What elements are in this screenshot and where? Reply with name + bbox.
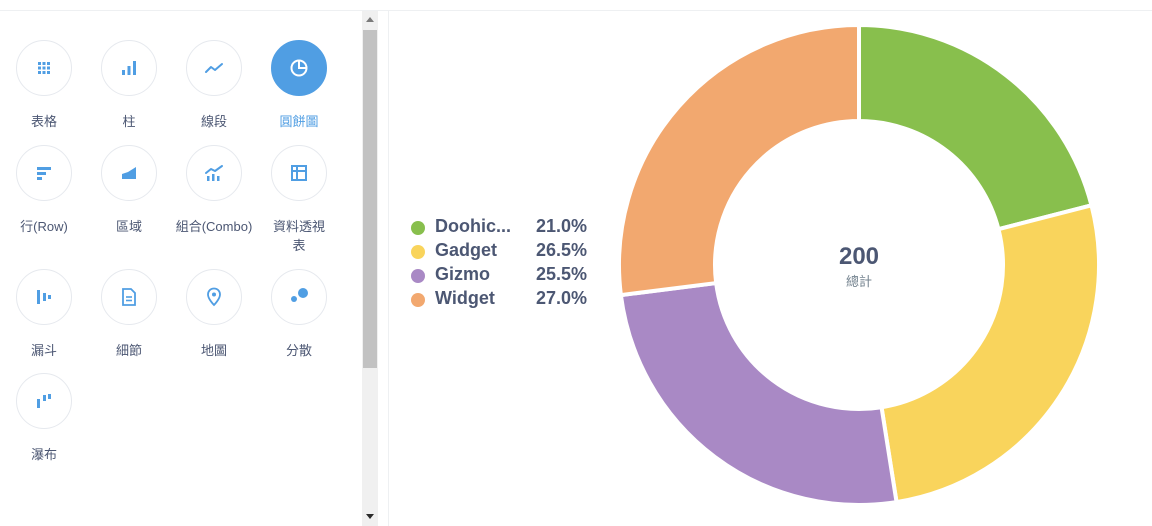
vis-option-bar[interactable]: 柱	[89, 40, 169, 131]
legend-label: Widget	[435, 288, 495, 308]
vis-option-pie[interactable]: 圓餅圖	[259, 40, 339, 131]
vis-option-label: 地圖	[200, 343, 227, 358]
vis-option-pivot-circle[interactable]	[271, 145, 327, 201]
vis-option-label: 瀑布	[30, 447, 57, 462]
vis-option-combo-circle[interactable]	[186, 145, 242, 201]
vis-option-area-circle[interactable]	[101, 145, 157, 201]
table-grid-icon	[38, 62, 50, 74]
vis-option-map-circle[interactable]	[186, 269, 242, 325]
vis-option-label: 組合(Combo)	[175, 219, 253, 234]
top-divider	[0, 10, 1152, 11]
vis-option-label: 行(Row)	[20, 219, 68, 234]
donut-slice-widget[interactable]	[617, 23, 861, 298]
vis-option-combo[interactable]: 組合(Combo)	[174, 145, 254, 236]
vis-option-pivot[interactable]: 資料透視表	[259, 145, 339, 255]
pie-chart-icon	[290, 59, 308, 77]
panel-divider	[388, 11, 389, 526]
vis-option-scatter-circle[interactable]	[271, 269, 327, 325]
legend-percent: 26.5%	[536, 240, 588, 260]
pivot-table-icon	[291, 165, 307, 181]
vis-option-table-circle[interactable]	[16, 40, 72, 96]
vis-option-label: 資料透視表	[272, 219, 325, 253]
legend-item-gizmo[interactable]: Gizmo 25.5%	[409, 263, 599, 287]
scatter-icon	[291, 288, 308, 302]
combo-chart-icon	[205, 165, 223, 181]
legend-swatch	[411, 221, 425, 235]
legend-item-widget[interactable]: Widget 27.0%	[409, 287, 599, 311]
vis-option-area[interactable]: 區域	[89, 145, 169, 236]
vis-option-row[interactable]: 行(Row)	[4, 145, 84, 236]
vis-option-label: 分散	[285, 343, 312, 358]
donut-slice-gadget[interactable]	[879, 203, 1101, 505]
vis-option-label: 表格	[30, 114, 57, 129]
legend-percent: 25.5%	[536, 264, 588, 284]
legend-label: Gizmo	[435, 264, 491, 284]
vis-option-label: 漏斗	[30, 343, 57, 358]
donut-total-label: 總計	[846, 274, 872, 289]
donut-chart: 200 總計	[617, 23, 1101, 507]
vis-option-line-circle[interactable]	[186, 40, 242, 96]
vis-option-scatter[interactable]: 分散	[259, 269, 339, 360]
vis-option-map[interactable]: 地圖	[174, 269, 254, 360]
bar-chart-icon	[122, 61, 136, 75]
vis-option-pie-circle[interactable]	[271, 40, 327, 96]
scroll-up-arrow-icon[interactable]	[366, 17, 374, 22]
map-pin-icon	[207, 287, 221, 307]
vis-option-table[interactable]: 表格	[4, 40, 84, 131]
donut-slice-gizmo[interactable]	[618, 281, 899, 507]
vis-option-waterfall-circle[interactable]	[16, 373, 72, 429]
area-chart-icon	[122, 167, 136, 179]
vis-option-detail-circle[interactable]	[101, 269, 157, 325]
row-chart-icon	[37, 167, 51, 180]
vis-option-bar-circle[interactable]	[101, 40, 157, 96]
donut-slice-doohickey[interactable]	[857, 23, 1094, 232]
vis-option-detail[interactable]: 細節	[89, 269, 169, 360]
legend-percent: 27.0%	[536, 288, 588, 308]
funnel-icon	[37, 290, 51, 304]
scroll-thumb[interactable]	[363, 30, 377, 368]
legend-label: Doohic...	[435, 216, 511, 236]
vis-option-label: 圓餅圖	[279, 114, 319, 129]
donut-total-value: 200	[839, 243, 879, 270]
vis-option-waterfall[interactable]: 瀑布	[4, 373, 84, 464]
vis-option-row-circle[interactable]	[16, 145, 72, 201]
legend-swatch	[411, 269, 425, 283]
vis-option-funnel[interactable]: 漏斗	[4, 269, 84, 360]
vis-option-label: 區域	[115, 219, 142, 234]
legend-swatch	[411, 293, 425, 307]
legend-swatch	[411, 245, 425, 259]
chart-legend: Doohic... 21.0% Gadget 26.5% Gizmo 25.5%…	[409, 215, 599, 311]
vis-option-funnel-circle[interactable]	[16, 269, 72, 325]
vis-option-label: 柱	[122, 114, 136, 129]
legend-item-gadget[interactable]: Gadget 26.5%	[409, 239, 599, 263]
vis-option-label: 細節	[115, 343, 142, 358]
waterfall-icon	[37, 394, 51, 408]
vis-option-label: 線段	[200, 114, 227, 129]
donut-slices	[617, 23, 1101, 507]
legend-percent: 21.0%	[536, 216, 588, 236]
detail-document-icon	[122, 288, 136, 306]
chart-area: Doohic... 21.0% Gadget 26.5% Gizmo 25.5%…	[389, 11, 1152, 526]
vertical-scrollbar[interactable]	[362, 11, 378, 526]
legend-item-doohickey[interactable]: Doohic... 21.0%	[409, 215, 599, 239]
scroll-down-arrow-icon[interactable]	[366, 514, 374, 519]
vis-option-line[interactable]: 線段	[174, 40, 254, 131]
legend-label: Gadget	[435, 240, 498, 260]
line-chart-icon	[205, 63, 223, 73]
visualization-picker: 表格 柱 線段	[0, 11, 362, 526]
